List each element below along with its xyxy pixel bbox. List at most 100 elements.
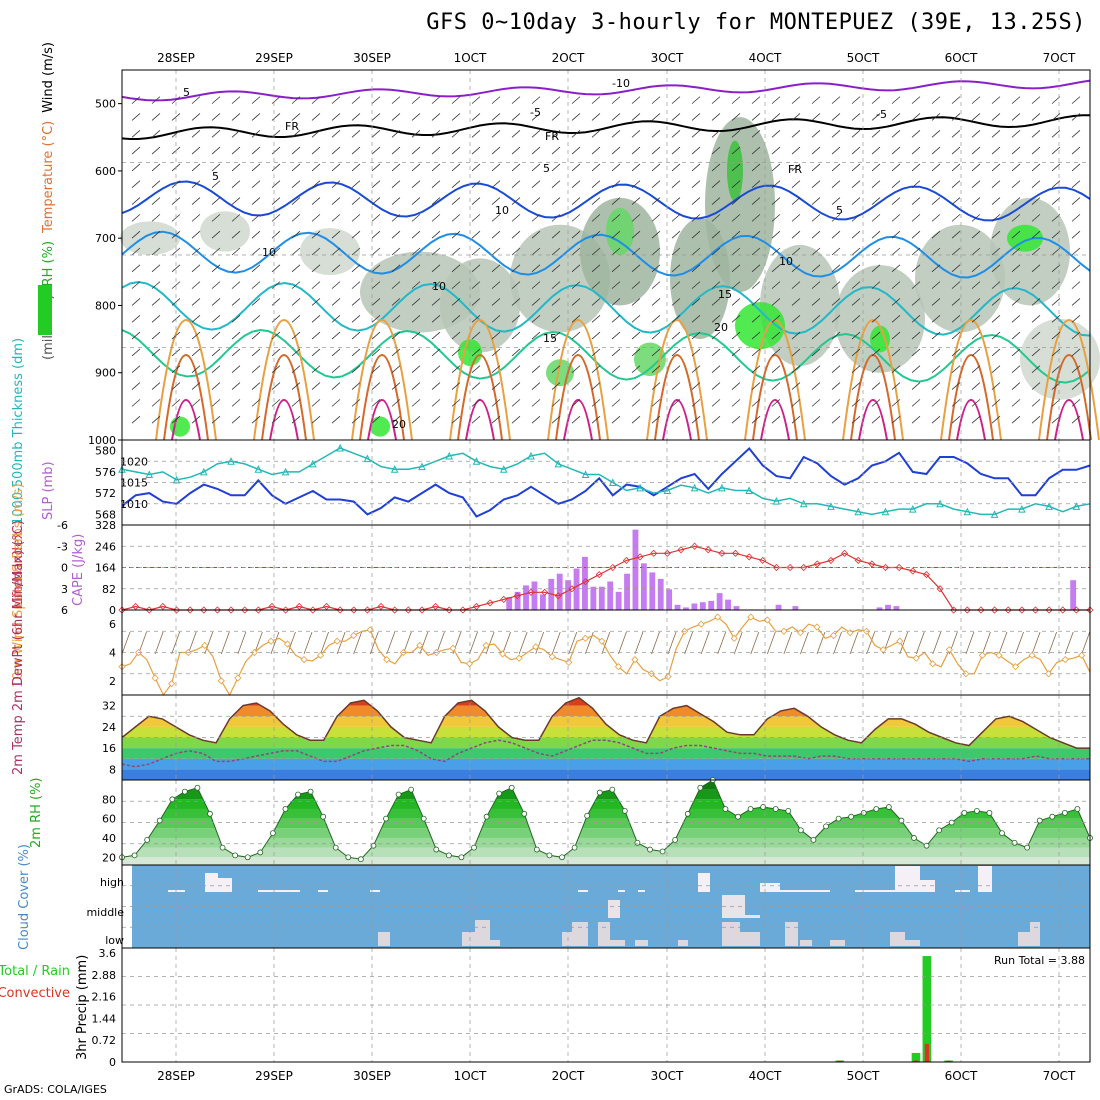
wind-barb: [791, 314, 801, 323]
thickness-tick: 576: [95, 466, 116, 479]
wind-barb: [651, 314, 661, 323]
wind-barb: [371, 415, 381, 424]
cape-bar: [657, 578, 664, 610]
lifted-index-point: [786, 563, 794, 572]
rh-point: [533, 846, 540, 853]
wind-barb: [871, 146, 881, 155]
wind-barb: [591, 96, 601, 104]
lifted-index-point: [704, 546, 712, 554]
wind-barb: [751, 180, 761, 189]
wind-barb: [851, 197, 861, 205]
temp-band: [122, 716, 1090, 727]
wind-barb: [991, 230, 1001, 239]
rh-point: [1049, 813, 1056, 820]
wind-barb: [691, 415, 701, 424]
wind-barb: [171, 415, 181, 424]
wind-barb: [971, 96, 981, 104]
wind-barb: [411, 214, 421, 222]
wind-barb: [1031, 230, 1041, 239]
wind-barb: [291, 264, 301, 273]
wind-barb: [491, 146, 501, 155]
wind-barb: [491, 281, 501, 289]
wind-barb: [1011, 348, 1021, 357]
wind-barb: [971, 163, 981, 172]
wind-barb: [391, 146, 401, 155]
wind-barb: [631, 180, 641, 189]
wind-barb: [911, 146, 921, 155]
wind-barb: [1031, 113, 1041, 121]
wind-barb: [1031, 298, 1041, 306]
wind-barb: [1051, 129, 1061, 138]
wind-barb: [451, 96, 461, 104]
wind-barb: [831, 180, 841, 189]
lifted-index-point: [377, 602, 385, 611]
contour-label: 10: [495, 204, 509, 217]
wind-barb: [1011, 365, 1021, 374]
wind-barb: [651, 180, 661, 189]
rh-point: [345, 854, 352, 861]
wind-barb: [191, 298, 201, 306]
wind-barb: [351, 348, 361, 357]
wind-barb: [931, 365, 941, 374]
wind-barb: [1071, 247, 1081, 256]
wind-barb: [871, 214, 881, 222]
cloud-high: [370, 890, 380, 892]
wind-speed-point: [565, 658, 573, 666]
wind-speed-point: [350, 631, 358, 640]
wind-barb: [231, 197, 241, 205]
wind-barb: [751, 314, 761, 323]
wind-barb: [551, 264, 561, 273]
dewpoint-line: [121, 739, 1090, 768]
wind-barb: [791, 163, 801, 172]
wind-speed-point: [416, 641, 424, 649]
wind-barb: [411, 247, 421, 256]
lifted-index-point: [541, 588, 549, 596]
wind-barb: [1081, 631, 1091, 655]
wind-barb: [511, 113, 521, 121]
lifted-index-point: [159, 602, 167, 611]
wind-barb: [271, 298, 281, 306]
wind-barb: [1031, 415, 1041, 424]
cloud-low: [800, 940, 812, 946]
wind-barb: [551, 197, 561, 205]
wind-barb: [791, 382, 801, 390]
date-label-bottom: 1OCT: [454, 1069, 487, 1083]
upper-air-panel: 5 -10 10 -5 -5 FR FR FR 5 5 5 10 10 10 15 15 20 20 500 600 7…: [38, 42, 1100, 447]
wind-barb: [371, 247, 381, 256]
wind-barb: [251, 281, 261, 289]
wind-barb: [651, 163, 661, 172]
rh-point: [332, 844, 339, 851]
wind-barb: [971, 348, 981, 357]
wind-barb: [711, 129, 721, 138]
wind-barb: [831, 197, 841, 205]
wind-barb: [451, 180, 461, 189]
wind-barb: [671, 197, 681, 205]
wind-barb: [371, 382, 381, 390]
date-label-bottom: 6OCT: [945, 1069, 978, 1083]
surface-arch-6-2: [760, 399, 790, 441]
cape-bar: [1070, 580, 1077, 610]
wind-barb: [671, 399, 681, 407]
wind-barb: [691, 382, 701, 390]
wind-barb: [369, 631, 379, 655]
y-tick-label: 600: [95, 165, 116, 178]
precip-tick: 2.88: [92, 969, 117, 982]
rh-shading-1: [200, 211, 250, 252]
wind-barb: [291, 348, 301, 357]
wind-barb: [671, 415, 681, 424]
wind-barb: [371, 314, 381, 323]
rh-point: [395, 791, 402, 798]
temp-band: [122, 758, 1090, 770]
rh-point: [244, 854, 251, 861]
wind-barb: [899, 631, 909, 655]
cloud-high: [578, 890, 588, 892]
wind-barb: [811, 113, 821, 121]
wind-barb: [531, 365, 541, 374]
cape-bar: [674, 604, 681, 610]
cape-bar: [632, 529, 639, 610]
rh-point: [961, 809, 968, 816]
wind-barb: [371, 230, 381, 239]
wind-barb: [831, 399, 841, 407]
wind-barb: [591, 298, 601, 306]
wind-barb: [231, 247, 241, 256]
